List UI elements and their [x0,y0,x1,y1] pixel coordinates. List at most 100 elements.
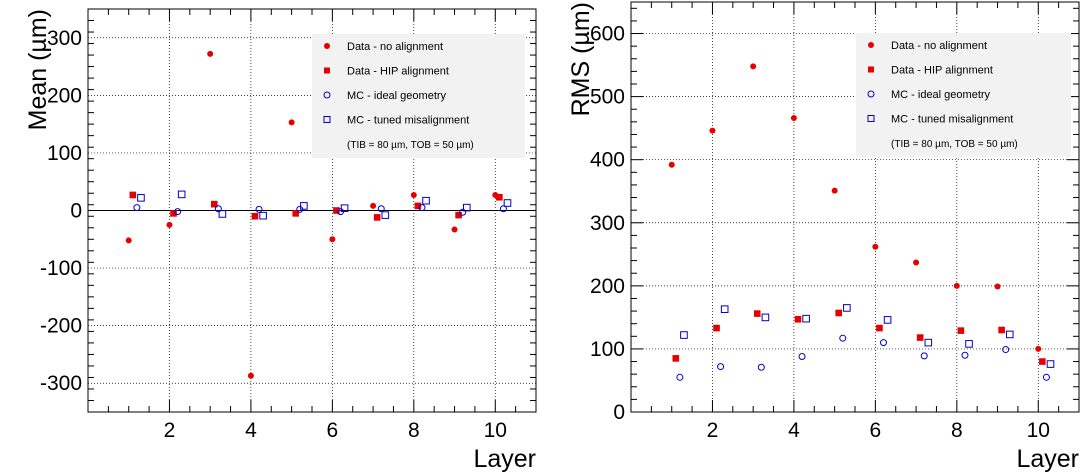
series-1 [129,191,503,221]
data-point [125,237,132,244]
series-0 [125,50,499,379]
data-point [998,326,1005,334]
data-point [876,324,883,332]
y-tick-label: -200 [40,315,82,338]
data-point [340,204,349,212]
data-point [994,283,1001,290]
data-point [961,351,969,359]
data-point [170,210,177,217]
y-tick-label: 200 [590,275,625,298]
legend-label: MC - ideal geometry [347,90,447,102]
data-point [839,334,847,342]
y-tick-label: 100 [47,142,82,165]
data-point [761,313,770,322]
y-axis-label: Mean (µm) [24,9,52,130]
data-point [835,309,843,317]
data-point [137,194,145,202]
x-tick-label: 10 [1027,419,1050,442]
x-tick-label: 6 [327,419,339,442]
data-point [753,310,761,317]
data-point [1039,358,1046,365]
data-point [370,202,377,209]
data-point [867,115,875,122]
legend-box [312,34,525,158]
data-point [831,187,838,194]
legend-box [856,33,1071,157]
data-point [953,282,960,289]
data-point [499,205,507,213]
data-point [251,212,259,220]
data-point [455,211,462,219]
data-point [496,193,503,201]
data-point [880,339,888,347]
data-point [207,50,214,57]
data-point [422,196,430,205]
data-point [709,127,716,134]
data-point [373,214,381,221]
data-point [883,316,892,324]
legend-label: Data - no alignment [891,40,987,52]
data-point [324,43,330,49]
series-2 [676,334,1050,381]
data-point [1005,330,1014,339]
data-point [177,190,186,199]
data-point [292,210,300,217]
data-point [333,207,340,214]
data-point [503,199,512,207]
y-tick-label: 300 [590,212,625,235]
data-point [798,352,806,360]
data-point [672,355,680,362]
data-point [377,205,385,213]
data-point [676,373,684,381]
legend-label: MC - tuned misalignment [347,115,469,127]
x-axis-label: Layer [473,445,536,472]
data-point [323,116,331,123]
data-point [174,208,182,216]
data-point [129,191,137,199]
data-point [750,63,757,70]
legend-label: MC - ideal geometry [891,89,991,101]
y-axis-label: RMS (µm) [567,2,595,116]
data-point [166,221,173,228]
data-point [381,211,390,219]
y-tick-label: -300 [40,372,82,395]
series-2 [133,204,507,216]
legend-note: (TIB = 80 µm, TOB = 50 µm) [347,140,474,151]
legend-label: Data - HIP alignment [347,66,449,78]
data-point [414,202,422,210]
legend: Data - no alignment Data - HIP alignment M… [856,33,1071,157]
chart-mean: 2 4 6 8 10 -300 -200 -100 0 100 200 300 Layer Mean (µ… [24,8,537,472]
x-tick-label: 4 [245,419,257,442]
data-point [462,203,471,212]
legend-label: MC - tuned misalignment [891,114,1013,126]
data-point [965,340,973,348]
data-point [255,205,263,213]
data-point [913,259,920,266]
data-point [1035,345,1042,352]
data-point [133,204,141,212]
y-tick-label: 100 [590,338,625,361]
data-point [214,205,222,213]
x-tick-label: 8 [408,419,420,442]
series-0 [668,63,1042,352]
data-point [1002,346,1010,354]
series-3 [680,304,1055,368]
data-point [210,200,218,208]
data-point [451,226,458,233]
legend-label: Data - HIP alignment [891,65,993,77]
data-point [418,204,426,212]
data-point [668,161,675,168]
data-point [868,66,874,73]
y-tick-label: 200 [47,84,82,107]
data-point [920,352,928,360]
data-point [757,363,765,371]
series-1 [672,309,1046,365]
legend: Data - no alignment Data - HIP alignment M… [312,34,525,158]
y-tick-label: 0 [70,200,82,223]
y-tick-label: 400 [590,149,625,172]
data-point [300,202,308,210]
data-point [867,90,875,98]
x-tick-label: 10 [484,419,507,442]
